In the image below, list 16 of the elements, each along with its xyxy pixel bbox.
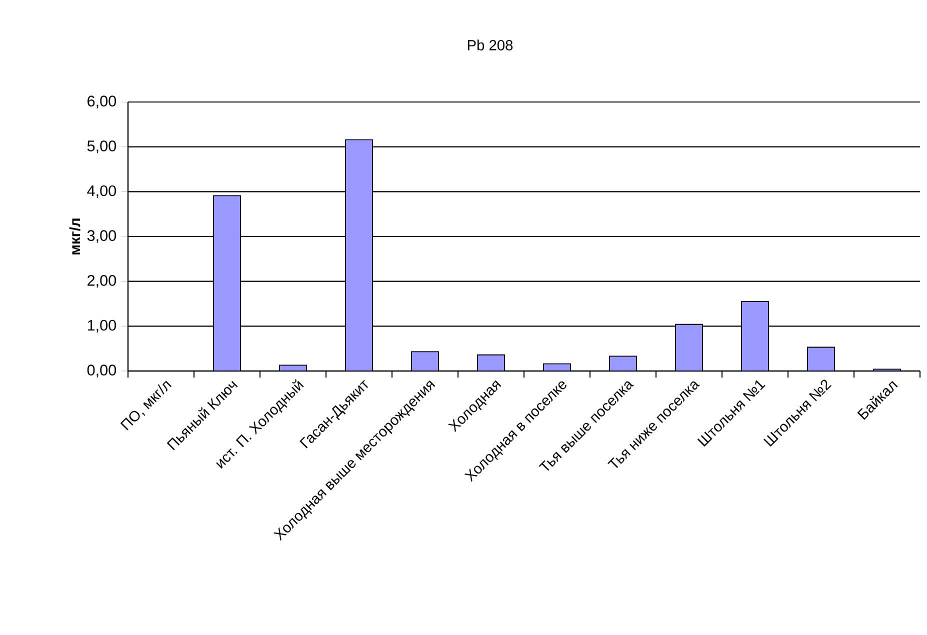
bar — [741, 301, 770, 371]
bar — [345, 139, 374, 371]
y-axis-title: мкг/л — [69, 218, 80, 254]
y-tick-label: 2,00 — [88, 274, 116, 288]
y-tick-label: 0,00 — [87, 364, 116, 378]
chart-title: Pb 208 — [468, 40, 513, 50]
bar — [213, 195, 242, 371]
y-tick-label: 1,00 — [88, 320, 116, 332]
y-tick-label: 3,00 — [87, 230, 116, 243]
y-tick-label: 5,00 — [87, 140, 116, 154]
bar — [411, 351, 440, 371]
y-tick-label: 6,00 — [88, 96, 116, 108]
bar — [675, 324, 704, 371]
bar — [807, 346, 836, 371]
y-tick-label: 4,00 — [87, 185, 116, 198]
bar — [609, 356, 638, 371]
